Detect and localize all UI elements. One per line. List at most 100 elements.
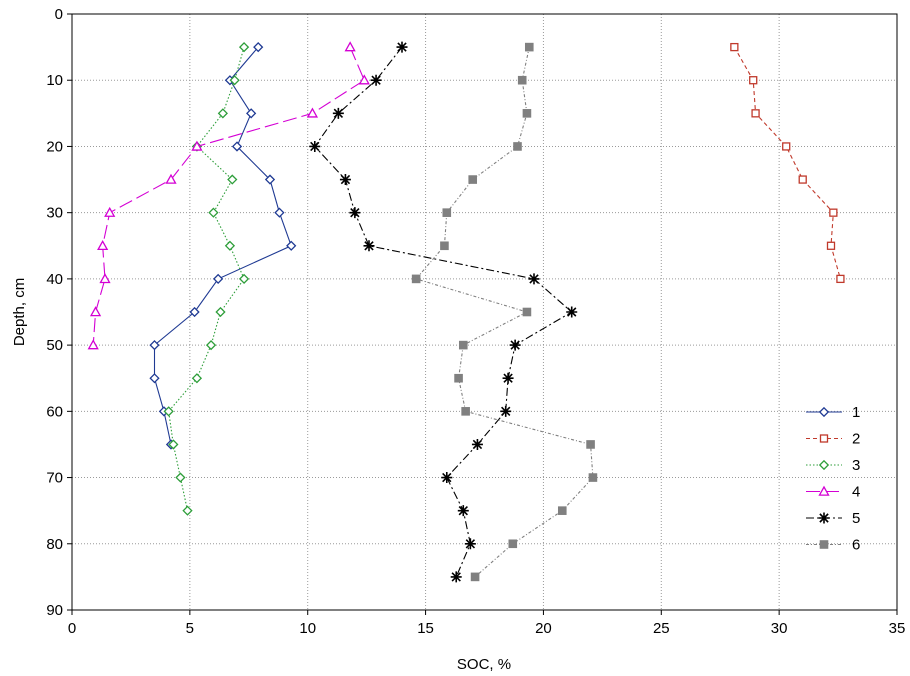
series-3 (163, 41, 250, 516)
x-tick-label: 5 (186, 620, 194, 637)
series-5-marker (509, 339, 521, 351)
series-6-marker (470, 572, 480, 582)
series-1-marker (264, 174, 276, 185)
x-tick-label: 10 (299, 620, 316, 637)
series-5-marker (349, 207, 361, 219)
series-1-marker (246, 108, 257, 119)
y-axis-label: Depth, cm (11, 278, 28, 346)
series-5-marker (818, 512, 830, 524)
y-tick-label: 10 (46, 72, 63, 89)
series-6 (411, 42, 598, 582)
series-5-line (314, 46, 573, 578)
series-6-marker (454, 373, 463, 383)
series-5-marker (471, 438, 483, 450)
series-1-marker (213, 273, 224, 285)
series-6-marker (411, 274, 421, 284)
series-4-line (92, 46, 365, 346)
series-6-marker (517, 75, 527, 85)
legend-item-5: 5 (806, 510, 860, 527)
series-4-marker (818, 485, 830, 496)
series-1-marker (818, 406, 830, 418)
plot-frame (71, 13, 898, 611)
series-4-marker (89, 306, 102, 317)
series-6-line (415, 46, 594, 578)
series-5-marker (464, 538, 476, 550)
series-3-marker (229, 75, 240, 86)
y-tick-label: 30 (46, 205, 63, 222)
series-5-marker (528, 273, 540, 285)
legend-item-1: 1 (806, 404, 860, 421)
series-5-marker (396, 41, 408, 53)
legend-label: 3 (852, 457, 860, 474)
y-tick-label: 40 (46, 271, 63, 288)
legend-item-4: 4 (806, 484, 860, 501)
series-3-marker (215, 306, 226, 318)
series-5-marker (450, 571, 462, 583)
series-3-marker (168, 439, 179, 450)
series-6-marker (819, 540, 829, 549)
legend-label: 6 (852, 537, 860, 554)
series-3-marker (205, 339, 217, 351)
series-4-marker (165, 173, 177, 184)
series-3-marker (175, 472, 186, 483)
y-tick-label: 90 (46, 602, 63, 619)
series-2-marker (826, 241, 836, 250)
x-tick-label: 15 (417, 620, 434, 637)
x-tick-label: 0 (68, 620, 76, 637)
series-6-marker (458, 340, 468, 350)
x-tick-label: 25 (653, 620, 670, 637)
series-2-marker (836, 274, 845, 284)
x-axis-label: SOC, % (457, 656, 511, 673)
series-2-marker (819, 434, 829, 443)
series-3-marker (217, 108, 228, 119)
x-axis: 0 5 10 15 20 25 30 35 (68, 610, 906, 637)
legend-label: 5 (852, 510, 860, 527)
series-6-marker (522, 307, 532, 317)
series-1 (149, 41, 297, 450)
series-4-marker (191, 140, 203, 151)
series-5 (309, 41, 578, 583)
legend-label: 1 (852, 404, 860, 421)
series-3-marker (208, 207, 219, 218)
legend: 1 2 3 4 5 6 (806, 404, 860, 554)
x-tick-label: 30 (771, 620, 788, 637)
series-3-marker (163, 406, 174, 417)
series-1-marker (149, 339, 160, 351)
series-3-marker (182, 505, 193, 516)
series-5-marker (457, 505, 469, 517)
series-5-marker (363, 240, 375, 252)
y-tick-label: 60 (46, 403, 63, 420)
legend-label: 4 (852, 484, 860, 501)
series-6-marker (468, 175, 478, 184)
legend-item-3: 3 (806, 457, 860, 474)
series-2-marker (730, 42, 739, 52)
series-4-marker (344, 41, 356, 52)
series-5-marker (502, 372, 514, 384)
y-tick-label: 20 (46, 138, 63, 155)
series-4-marker (306, 107, 319, 118)
series-2-marker (751, 109, 760, 118)
series-layer (87, 41, 845, 583)
series-3-marker (227, 174, 238, 185)
series-5-marker (309, 140, 321, 152)
series-1-marker (231, 141, 243, 152)
series-5-marker (370, 74, 382, 86)
series-5-marker (566, 306, 578, 318)
series-6-marker (588, 473, 598, 482)
series-6-marker (513, 142, 522, 151)
series-3-marker (238, 41, 250, 53)
series-2 (730, 42, 845, 284)
x-tick-label: 35 (889, 620, 906, 637)
y-tick-label: 0 (55, 6, 63, 23)
series-3-marker (818, 459, 830, 471)
series-2-marker (749, 76, 758, 85)
series-3-line (168, 46, 245, 511)
series-6-marker (461, 407, 470, 416)
legend-item-2: 2 (806, 431, 860, 448)
series-5-marker (441, 472, 453, 484)
series-1-marker (274, 207, 285, 218)
series-1-marker (189, 306, 200, 318)
y-tick-label: 70 (46, 470, 63, 487)
series-3-marker (238, 273, 250, 285)
